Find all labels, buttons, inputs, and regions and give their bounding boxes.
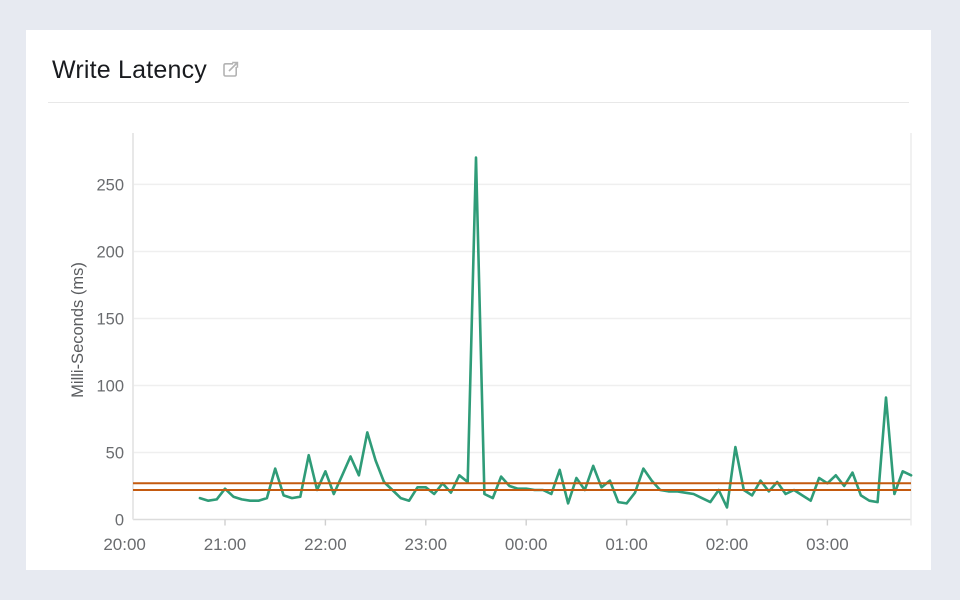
x-tick-label: 20:00 (103, 535, 146, 554)
y-tick-label: 100 (96, 378, 124, 396)
x-tick-label: 02:00 (706, 535, 749, 554)
y-tick-label: 0 (115, 512, 124, 530)
y-tick-label: 150 (96, 311, 124, 329)
latency-line (198, 156, 913, 509)
x-tick-label: 21:00 (204, 535, 247, 554)
x-tick-label: 22:00 (304, 535, 347, 554)
x-tick-label: 01:00 (605, 535, 648, 554)
y-tick-label: 50 (106, 445, 124, 463)
y-tick-label: 250 (96, 177, 124, 195)
y-tick-label: 200 (96, 244, 124, 262)
x-tick-label: 00:00 (505, 535, 548, 554)
y-axis-title: Milli-Seconds (ms) (69, 262, 87, 398)
panel-title: Write Latency (52, 56, 207, 84)
external-link-icon[interactable] (221, 60, 240, 79)
latency-chart: 20:00 21:00 22:00 23:00 00:00 01:00 02:00 03:00… (69, 133, 913, 554)
x-tick-label: 23:00 (405, 535, 448, 554)
x-tick-label: 03:00 (806, 535, 849, 554)
panel-header: Write Latency (48, 30, 909, 104)
write-latency-panel: Write Latency 20:00 21:00 22:00 23:00 00:00 0… (26, 30, 931, 570)
